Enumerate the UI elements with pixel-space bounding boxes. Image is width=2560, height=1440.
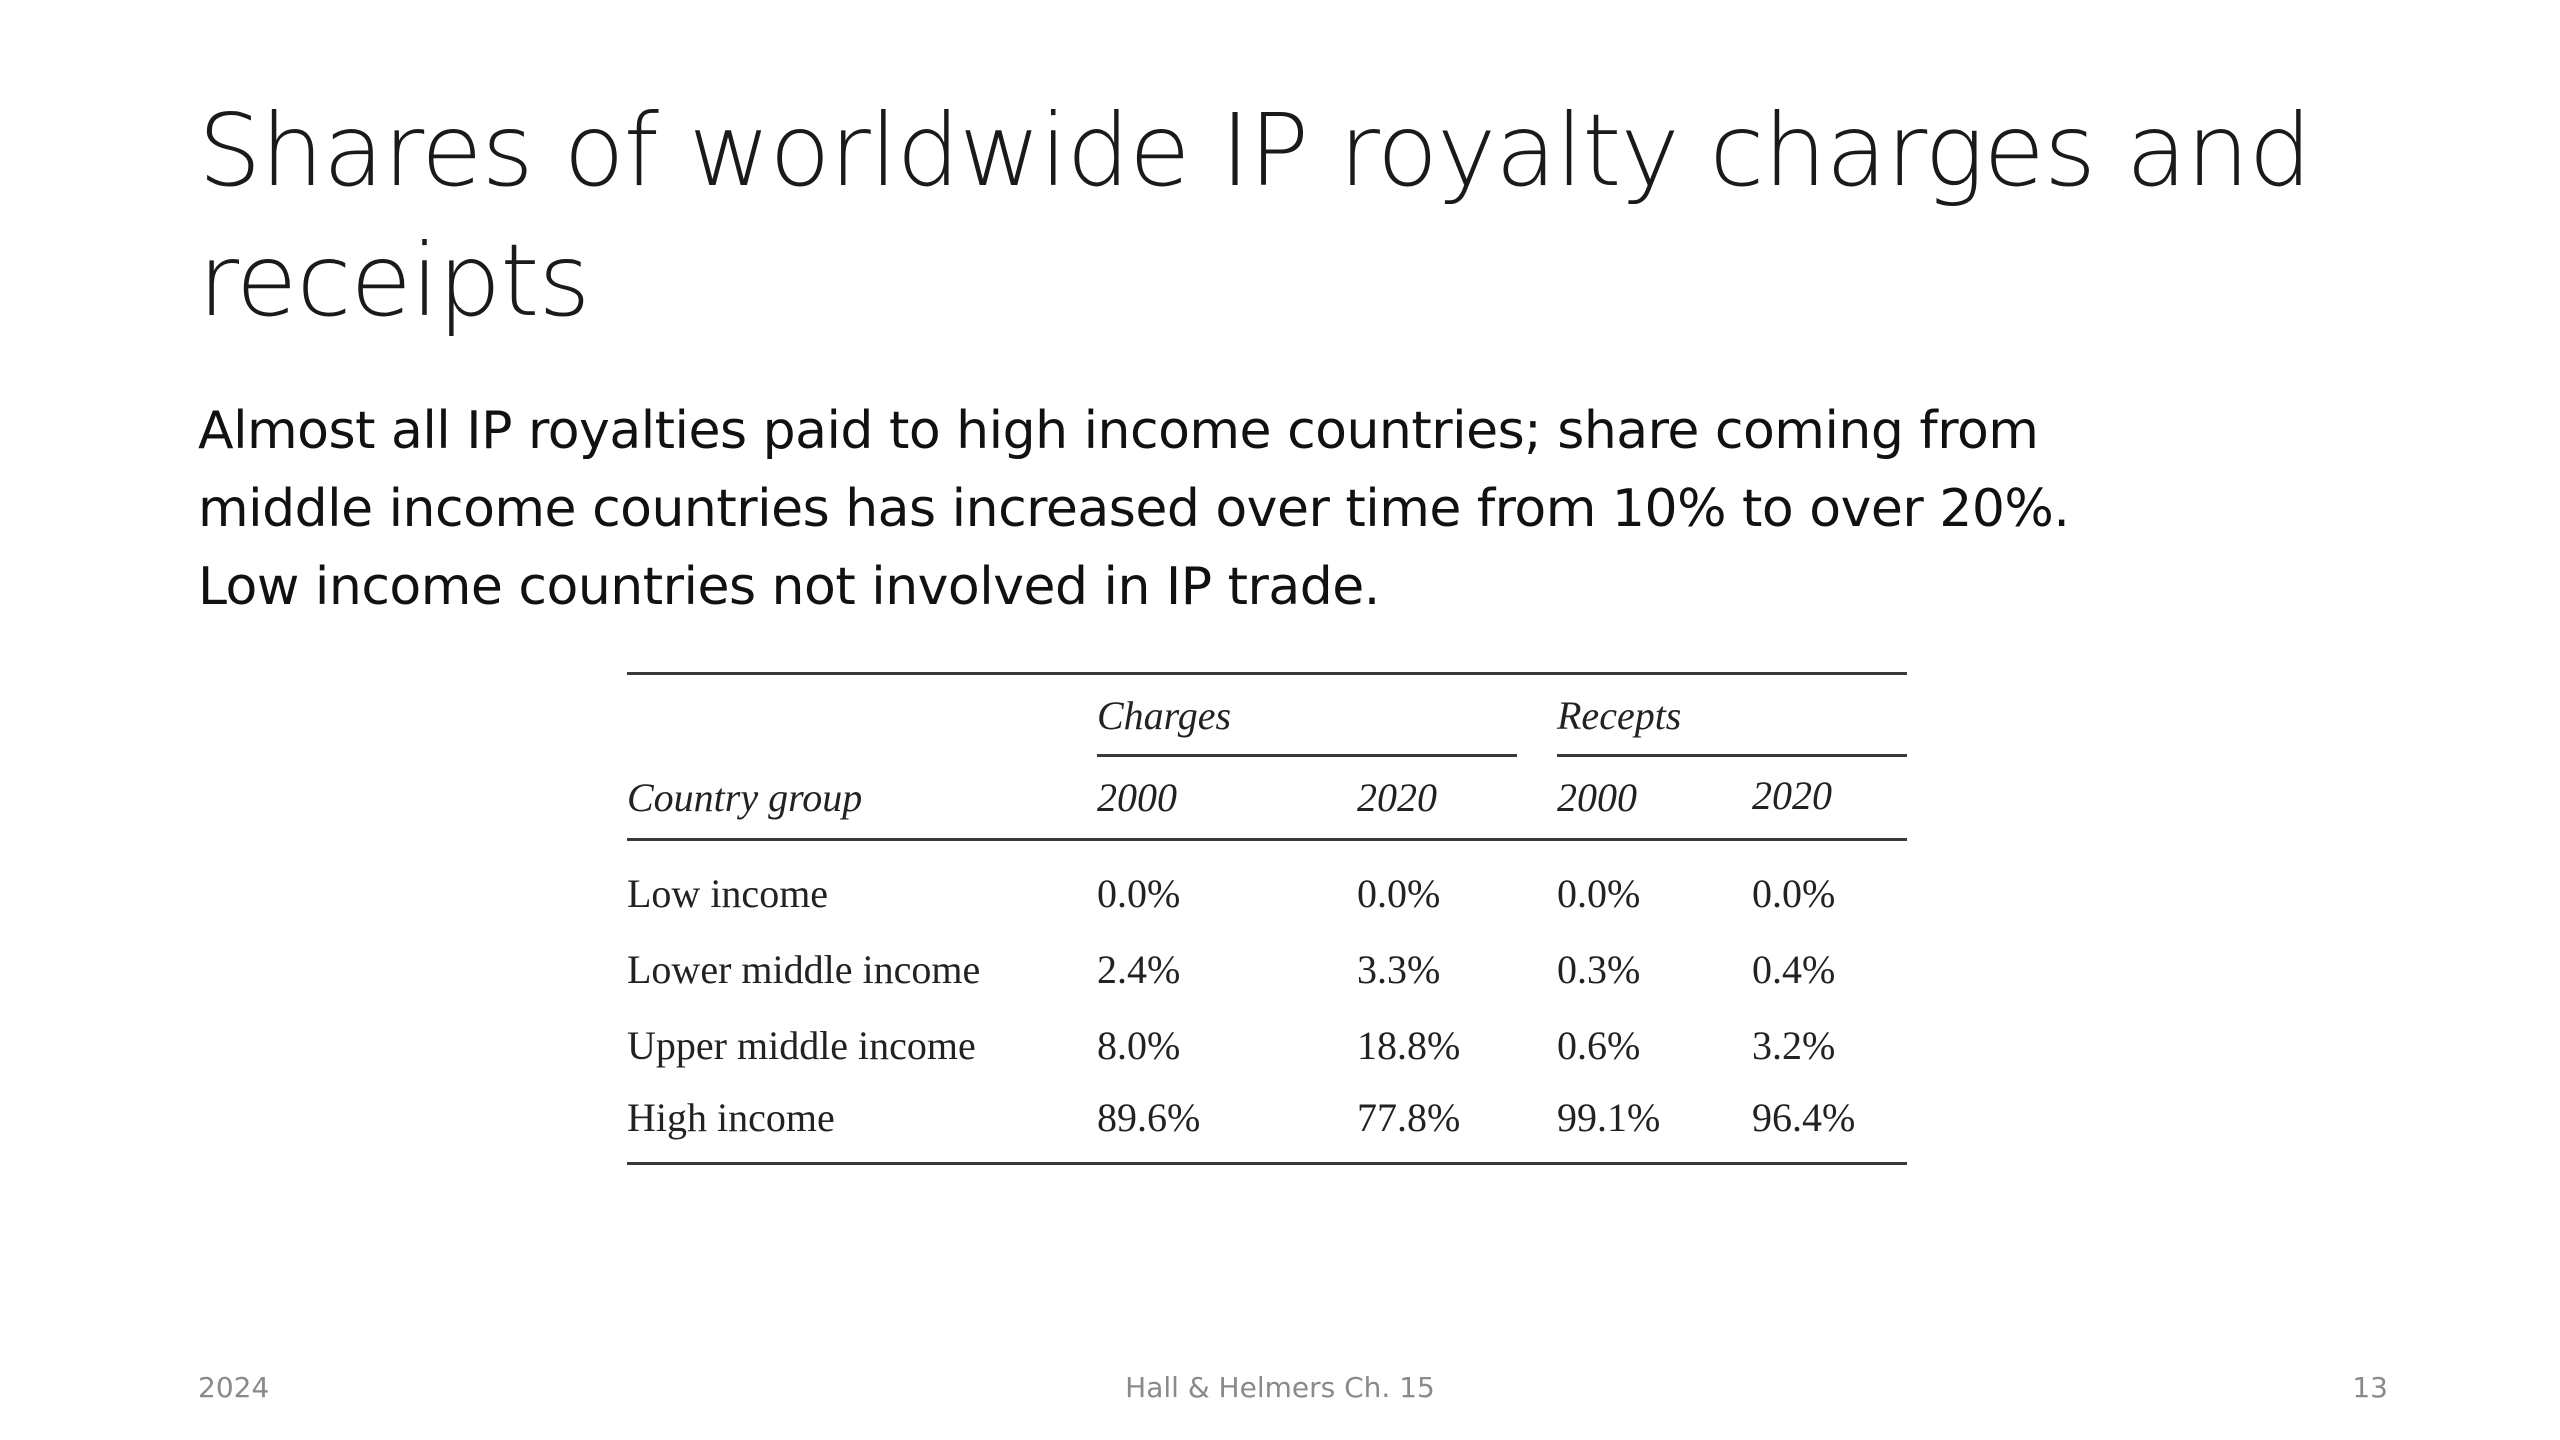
column-header-country-group: Country group — [627, 775, 863, 820]
column-header-charges-2000: 2000 — [1097, 775, 1177, 820]
footer-source: Hall & Helmers Ch. 15 — [1125, 1371, 1435, 1404]
body-line: middle income countries has increased ov… — [198, 479, 2070, 539]
body-line: Almost all IP royalties paid to high inc… — [198, 401, 2039, 461]
table-cell: 0.6% — [1557, 1023, 1641, 1068]
row-label-upper-middle-income: Upper middle income — [627, 1023, 976, 1068]
row-label-lower-middle-income: Lower middle income — [627, 947, 981, 992]
table-cell: 0.0% — [1557, 871, 1641, 916]
slide-title: Shares of worldwide IP royalty charges a… — [198, 92, 2312, 339]
footer-date: 2024 — [198, 1371, 270, 1404]
group-header-receipts: Recepts — [1557, 693, 1682, 738]
table-cell: 8.0% — [1097, 1023, 1181, 1068]
row-label-high-income: High income — [627, 1095, 835, 1140]
row-label-low-income: Low income — [627, 871, 829, 916]
column-header-charges-2020: 2020 — [1357, 775, 1437, 820]
slide-number: 13 — [2352, 1371, 2388, 1404]
table-cell: 0.0% — [1097, 871, 1181, 916]
column-header-receipts-2020: 2020 — [1752, 773, 1832, 818]
table-cell: 89.6% — [1097, 1095, 1201, 1140]
table-cell: 0.4% — [1752, 947, 1836, 992]
table-cell: 0.3% — [1557, 947, 1641, 992]
table-cell: 0.0% — [1357, 871, 1441, 916]
table-cell: 0.0% — [1752, 871, 1836, 916]
table-cell: 77.8% — [1357, 1095, 1461, 1140]
body-line: Low income countries not involved in IP … — [198, 557, 1380, 617]
table-cell: 18.8% — [1357, 1023, 1461, 1068]
table-bottom-rule — [627, 1162, 1907, 1165]
slide-body: Almost all IP royalties paid to high inc… — [198, 392, 2298, 626]
column-header-receipts-2000: 2000 — [1557, 775, 1637, 820]
table-cell: 3.2% — [1752, 1023, 1836, 1068]
receipts-group-rule — [1557, 754, 1907, 757]
table-cell: 3.3% — [1357, 947, 1441, 992]
royalty-shares-table: Charges Recepts Country group 2000 2020 … — [627, 672, 1907, 1166]
group-header-charges: Charges — [1097, 693, 1232, 738]
charges-group-rule — [1097, 754, 1517, 757]
table-cell: 99.1% — [1557, 1095, 1661, 1140]
header-bottom-rule — [627, 838, 1907, 841]
table-cell: 2.4% — [1097, 947, 1181, 992]
table-top-rule — [627, 672, 1907, 675]
table-cell: 96.4% — [1752, 1095, 1856, 1140]
